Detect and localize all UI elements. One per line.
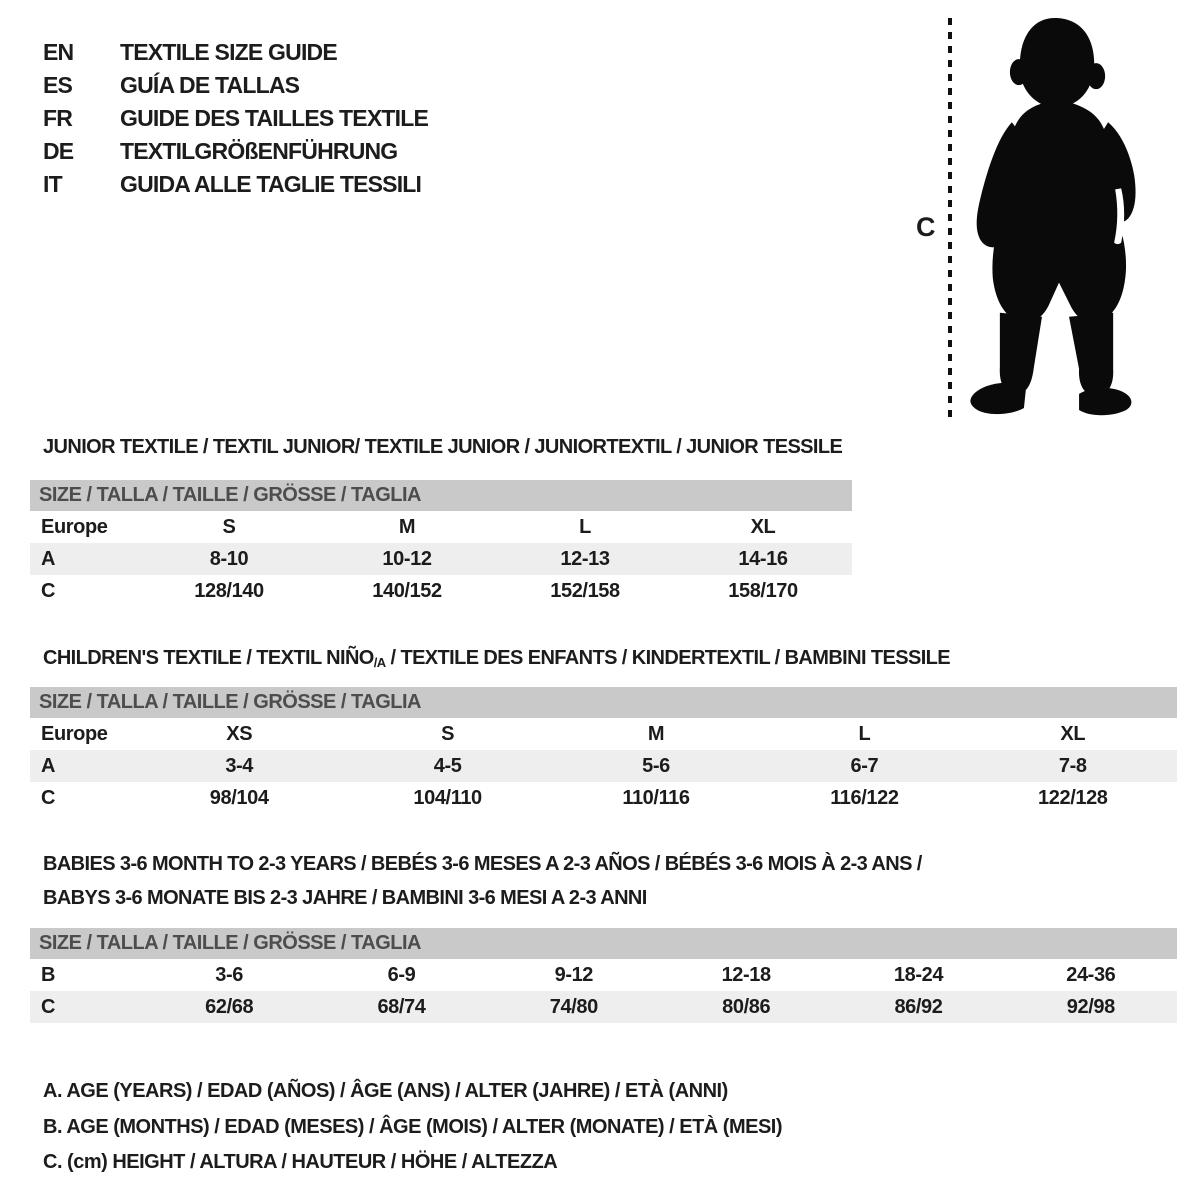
language-row: EN TEXTILE SIZE GUIDE (43, 36, 428, 69)
section-title-babies: BABIES 3-6 MONTH TO 2-3 YEARS / BEBÉS 3-… (43, 847, 1043, 915)
language-code: EN (43, 39, 74, 65)
table-row-height: C 128/140 140/152 152/158 158/170 (30, 575, 852, 607)
language-row: FR GUIDE DES TAILLES TEXTILE (43, 102, 429, 135)
size-cell: S (441, 722, 455, 745)
row-label: B (41, 963, 56, 986)
age-cell: 3-6 (215, 963, 244, 986)
row-label: Europe (41, 722, 108, 745)
table-row-age: A 3-4 4-5 5-6 6-7 7-8 (30, 750, 1177, 782)
height-cell: 80/86 (722, 995, 771, 1018)
size-cell: XS (226, 722, 253, 745)
guide-title: TEXTILE SIZE GUIDE (120, 39, 338, 65)
age-cell: 7-8 (1058, 754, 1087, 777)
row-label: C (41, 579, 56, 602)
table-header-bar: SIZE / TALLA / TAILLE / GRÖSSE / TAGLIA (30, 480, 852, 511)
baby-toddler-silhouette-icon (970, 17, 1136, 416)
age-cell: 9-12 (554, 963, 594, 986)
height-cell: 62/68 (205, 995, 254, 1018)
section-title-line: BABYS 3-6 MONATE BIS 2-3 JAHRE / BAMBINI… (43, 887, 647, 909)
height-cell: 128/140 (194, 579, 264, 602)
height-cell: 122/128 (1038, 786, 1108, 809)
height-measure-dashed-line (948, 18, 952, 417)
table-row-age-months: B 3-6 6-9 9-12 12-18 18-24 24-36 (30, 959, 1177, 991)
row-label: Europe (41, 515, 108, 538)
height-cell: 158/170 (728, 579, 798, 602)
age-cell: 24-36 (1066, 963, 1116, 986)
table-row-europe: Europe XS S M L XL (30, 718, 1177, 750)
junior-size-table: SIZE / TALLA / TAILLE / GRÖSSE / TAGLIA … (30, 480, 852, 607)
guide-title: TEXTILGRÖßENFÜHRUNG (120, 138, 398, 164)
age-cell: 8-10 (209, 547, 249, 570)
height-measure-label: C (916, 212, 936, 242)
section-title-subscript: /A (373, 655, 386, 670)
height-cell: 98/104 (209, 786, 269, 809)
language-row: DE TEXTILGRÖßENFÜHRUNG (43, 135, 428, 168)
language-row: ES GUÍA DE TALLAS (43, 69, 428, 102)
legend-block: A. AGE (YEARS) / EDAD (AÑOS) / ÂGE (ANS)… (43, 1074, 783, 1181)
height-cell: 152/158 (550, 579, 620, 602)
size-cell: M (398, 515, 416, 538)
legend-line-b: B. AGE (MONTHS) / EDAD (MESES) / ÂGE (MO… (43, 1115, 783, 1138)
section-title-line: BABIES 3-6 MONTH TO 2-3 YEARS / BEBÉS 3-… (43, 853, 922, 875)
table-row-height: C 62/68 68/74 74/80 80/86 86/92 92/98 (30, 991, 1177, 1023)
language-code: IT (43, 171, 63, 197)
size-cell: XL (750, 515, 776, 538)
legend-line-c: C. (cm) HEIGHT / ALTURA / HAUTEUR / HÖHE… (43, 1151, 558, 1173)
age-cell: 4-5 (433, 754, 462, 777)
language-code: ES (43, 72, 73, 98)
age-cell: 12-13 (560, 547, 610, 570)
table-header-bar: SIZE / TALLA / TAILLE / GRÖSSE / TAGLIA (30, 687, 1177, 718)
age-cell: 5-6 (642, 754, 670, 777)
size-cell: L (858, 722, 871, 745)
table-row-age: A 8-10 10-12 12-13 14-16 (30, 543, 852, 575)
height-cell: 68/74 (377, 995, 426, 1018)
size-cell: S (222, 515, 236, 538)
age-cell: 3-4 (225, 754, 254, 777)
height-cell: 140/152 (372, 579, 442, 602)
children-size-table: SIZE / TALLA / TAILLE / GRÖSSE / TAGLIA … (30, 687, 1177, 814)
section-title-text: CHILDREN'S TEXTILE / TEXTIL NIÑO (43, 647, 374, 669)
age-cell: 12-18 (721, 963, 772, 986)
section-title-text: / TEXTILE DES ENFANTS / KINDERTEXTIL / B… (385, 647, 951, 669)
section-title-children: CHILDREN'S TEXTILE / TEXTIL NIÑO/A / TEX… (43, 647, 951, 670)
age-cell: 18-24 (893, 963, 944, 986)
height-cell: 104/110 (413, 786, 482, 809)
age-cell: 14-16 (738, 547, 788, 570)
row-label: A (41, 754, 56, 777)
height-cell: 92/98 (1066, 995, 1115, 1018)
height-cell: 74/80 (549, 995, 598, 1018)
section-title-junior: JUNIOR TEXTILE / TEXTIL JUNIOR/ TEXTILE … (43, 436, 843, 458)
height-cell: 110/116 (622, 786, 690, 809)
age-cell: 10-12 (382, 547, 432, 570)
age-cell: 6-7 (850, 754, 879, 777)
age-cell: 6-9 (387, 963, 416, 986)
height-cell: 116/122 (830, 786, 899, 809)
size-cell: XL (1060, 722, 1086, 745)
table-row-height: C 98/104 104/110 110/116 116/122 122/128 (30, 782, 1177, 814)
size-cell: M (647, 722, 665, 745)
language-code: FR (43, 105, 73, 131)
table-row-europe: Europe S M L XL (30, 511, 852, 543)
legend-line-a: A. AGE (YEARS) / EDAD (AÑOS) / ÂGE (ANS)… (43, 1080, 728, 1102)
language-code: DE (43, 138, 74, 164)
guide-title: GUÍA DE TALLAS (120, 72, 300, 98)
language-row: IT GUIDA ALLE TAGLIE TESSILI (43, 168, 428, 201)
babies-size-table: SIZE / TALLA / TAILLE / GRÖSSE / TAGLIA … (30, 928, 1177, 1023)
height-cell: 86/92 (894, 995, 943, 1018)
row-label: C (41, 995, 56, 1018)
guide-title: GUIDE DES TAILLES TEXTILE (120, 105, 429, 131)
size-cell: L (579, 515, 591, 538)
language-title-block: EN TEXTILE SIZE GUIDE ES GUÍA DE TALLAS … (43, 36, 429, 201)
table-header-bar: SIZE / TALLA / TAILLE / GRÖSSE / TAGLIA (30, 928, 1177, 959)
guide-title: GUIDA ALLE TAGLIE TESSILI (120, 171, 422, 197)
row-label: A (41, 547, 56, 570)
row-label: C (41, 786, 56, 809)
